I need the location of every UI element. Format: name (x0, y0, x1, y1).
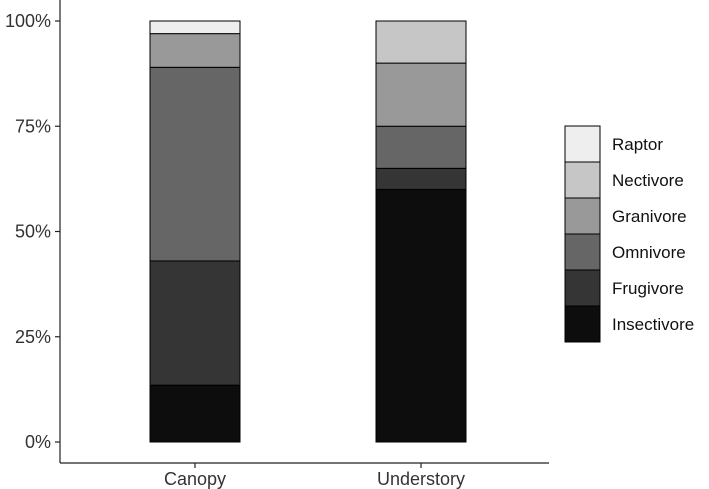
bar-segment-canopy-raptor (149, 20, 241, 35)
bar-segment-understory-omnivore (375, 125, 467, 169)
legend-label-insectivore: Insectivore (612, 315, 694, 334)
legend-label-raptor: Raptor (612, 135, 663, 154)
y-ticks: 0% 25% 50% 75% 100% (5, 11, 60, 452)
bar-segment-understory-nectivore (375, 20, 467, 64)
x-tick-label-understory: Understory (377, 469, 465, 489)
bar-segment-canopy-frugivore (149, 260, 241, 386)
y-tick-label: 75% (15, 116, 51, 136)
legend-label-nectivore: Nectivore (612, 171, 684, 190)
legend-key-raptor (564, 125, 601, 163)
y-tick-label: 50% (15, 222, 51, 242)
bar-segment-canopy-omnivore (149, 66, 241, 262)
legend-key-granivore (564, 197, 601, 235)
legend-label-frugivore: Frugivore (612, 279, 684, 298)
y-tick-label: 25% (15, 327, 51, 347)
bar-segment-understory-insectivore (375, 188, 467, 443)
legend-label-granivore: Granivore (612, 207, 687, 226)
legend: Raptor Nectivore Granivore Omnivore Frugivor… (564, 125, 694, 343)
axes-layer (59, 0, 549, 464)
bars-layer (149, 20, 467, 443)
legend-key-omnivore (564, 233, 601, 271)
legend-key-insectivore (564, 305, 601, 343)
bar-segment-understory-frugivore (375, 167, 467, 190)
bar-segment-canopy-insectivore (149, 384, 241, 443)
bar-segment-understory-granivore (375, 62, 467, 127)
legend-key-nectivore (564, 161, 601, 199)
y-tick-label: 100% (5, 11, 51, 31)
bar-segment-canopy-granivore (149, 33, 241, 68)
x-ticks: Canopy Understory (164, 463, 465, 489)
legend-key-frugivore (564, 269, 601, 307)
legend-label-omnivore: Omnivore (612, 243, 686, 262)
y-tick-label: 0% (25, 432, 51, 452)
x-tick-label-canopy: Canopy (164, 469, 226, 489)
